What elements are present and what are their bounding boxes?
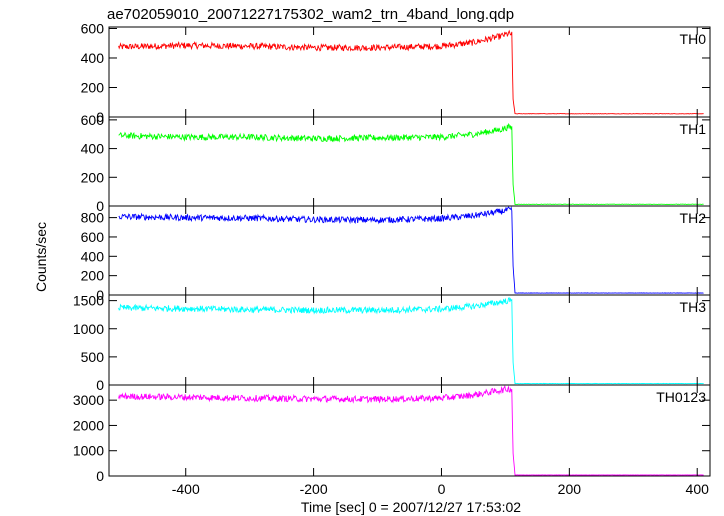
y-tick-label: 2000 <box>73 417 104 433</box>
panel-frame <box>108 116 711 207</box>
y-tick-label: 600 <box>81 229 105 245</box>
y-tick-label: 200 <box>81 79 105 95</box>
chart-panels: 0 200 400 600 TH0 0 200 400 600 TH1 0 200 400 600 800 T… <box>73 20 711 497</box>
series-label-th0123: TH0123 <box>656 389 706 405</box>
y-tick-label: 600 <box>81 20 105 36</box>
series-line-th0123 <box>118 384 704 476</box>
panel-th1: 0 200 400 600 TH1 <box>81 112 711 214</box>
y-tick-label: 0 <box>96 109 104 125</box>
series-line-th1 <box>118 122 704 205</box>
x-tick-label: 200 <box>558 481 582 497</box>
y-tick-label: 0 <box>96 198 104 214</box>
x-tick-label: -400 <box>172 481 200 497</box>
y-tick-label: 400 <box>81 141 105 157</box>
panel-frame <box>108 384 711 477</box>
y-tick-label: 600 <box>81 112 105 128</box>
y-tick-label: 0 <box>96 287 104 303</box>
x-tick-label: -200 <box>300 481 328 497</box>
y-tick-label: 800 <box>81 210 105 226</box>
series-line-th3 <box>118 297 704 385</box>
series-label-th1: TH1 <box>680 121 707 137</box>
y-tick-label: 1500 <box>73 293 104 309</box>
panel-th3: 0 500 1000 1500 TH3 <box>73 293 711 393</box>
x-axis-label: Time [sec] 0 = 2007/12/27 17:53:02 <box>301 499 521 515</box>
y-tick-label: 400 <box>81 50 105 66</box>
panel-th2: 0 200 400 600 800 TH2 <box>81 205 711 303</box>
y-tick-label: 0 <box>96 377 104 393</box>
y-tick-label: 400 <box>81 248 105 264</box>
chart-title: ae702059010_20071227175302_wam2_trn_4ban… <box>107 6 514 23</box>
series-label-th3: TH3 <box>680 299 707 315</box>
y-tick-label: 500 <box>81 349 105 365</box>
y-tick-label: 200 <box>81 268 105 284</box>
series-label-th0: TH0 <box>680 31 707 47</box>
panel-frame <box>108 26 711 118</box>
y-tick-label: 1000 <box>73 443 104 459</box>
y-tick-label: 200 <box>81 169 105 185</box>
series-line-th0 <box>118 29 704 115</box>
panel-th0123: 0 1000 2000 3000 TH0123 <box>73 384 711 484</box>
panel-th0: 0 200 400 600 TH0 <box>81 20 711 125</box>
x-tick-label: 0 <box>438 481 446 497</box>
y-axis-label: Counts/sec <box>33 222 49 292</box>
y-tick-label: 3000 <box>73 392 104 408</box>
y-tick-label: 0 <box>96 468 104 484</box>
y-tick-label: 1000 <box>73 321 104 337</box>
x-tick-label: 400 <box>686 481 710 497</box>
series-label-th2: TH2 <box>680 210 707 226</box>
series-line-th2 <box>118 206 704 294</box>
